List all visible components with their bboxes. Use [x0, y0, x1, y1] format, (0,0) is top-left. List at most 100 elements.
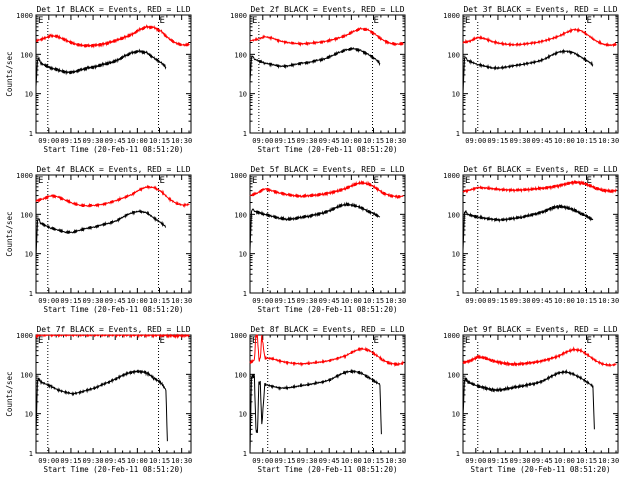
x-tick-label: 09:00: [252, 297, 273, 305]
panel-title: Det 8f BLACK = Events, RED = LLD: [250, 325, 404, 334]
interval-marker-label: E: [160, 16, 165, 26]
x-tick-label: 09:45: [105, 137, 126, 145]
interval-marker-label: E: [465, 176, 470, 186]
plot-frame: [35, 14, 192, 134]
x-tick-label: 10:30: [171, 457, 192, 465]
panel-det-5: Det 5f BLACK = Events, RED = LLD 1 10 100 10…: [230, 165, 406, 314]
x-axis-label: Start Time (20-Feb-11 08:51:20): [44, 465, 184, 474]
y-tick-label: 10: [452, 251, 460, 259]
events-rate-line: [35, 369, 168, 442]
y-tick-label: 100: [447, 51, 460, 59]
y-tick-label: 10: [239, 91, 247, 99]
x-tick-label: 09:45: [319, 297, 340, 305]
x-tick-label: 09:30: [297, 297, 318, 305]
y-tick-label: 1000: [230, 332, 247, 340]
events-rate-line: [249, 201, 381, 252]
x-tick-label: 10:00: [341, 457, 362, 465]
interval-marker-label: E: [252, 336, 257, 346]
y-tick-label: 1: [29, 130, 33, 138]
lld-rate-line: [462, 27, 617, 48]
lld-rate-line: [462, 346, 617, 368]
x-tick-label: 09:45: [319, 457, 340, 465]
y-tick-label: 1: [29, 290, 33, 298]
lld-rate-line: [249, 26, 404, 47]
panel-det-4: Det 4f BLACK = Events, RED = LLD 1 10 100 10…: [5, 165, 192, 314]
interval-marker-label: E: [160, 176, 165, 186]
x-tick-label: 09:30: [510, 457, 531, 465]
x-tick-label: 09:15: [487, 457, 508, 465]
interval-marker-label: E: [38, 176, 43, 186]
y-axis-label: Counts/sec: [5, 51, 14, 96]
x-axis-label: Start Time (20-Feb-11 08:51:20): [258, 145, 398, 154]
x-tick-label: 10:30: [598, 137, 619, 145]
x-tick-label: 09:00: [465, 137, 486, 145]
lld-rate-line: [249, 334, 404, 368]
x-tick-label: 09:00: [38, 297, 59, 305]
y-tick-label: 1000: [230, 12, 247, 20]
x-tick-label: 10:15: [576, 137, 597, 145]
panel-title: Det 6f BLACK = Events, RED = LLD: [463, 165, 617, 174]
x-tick-label: 10:00: [554, 297, 575, 305]
x-tick-label: 09:00: [38, 457, 59, 465]
plot-frame: [249, 14, 406, 134]
events-rate-line: [462, 48, 594, 95]
interval-marker-label: E: [38, 336, 43, 346]
x-tick-label: 10:15: [363, 137, 384, 145]
y-tick-label: 100: [20, 371, 33, 379]
x-tick-label: 09:30: [297, 457, 318, 465]
x-tick-label: 09:15: [60, 137, 81, 145]
x-tick-label: 09:30: [83, 297, 104, 305]
events-rate-line: [462, 203, 594, 251]
y-tick-label: 1: [243, 450, 247, 458]
x-tick-label: 09:30: [83, 457, 104, 465]
x-tick-label: 09:30: [510, 297, 531, 305]
y-tick-label: 10: [239, 411, 247, 419]
x-axis-label: Start Time (20-Feb-11 08:51:20): [471, 465, 611, 474]
events-rate-line: [249, 368, 382, 453]
y-tick-label: 1000: [443, 12, 460, 20]
x-axis-label: Start Time (20-Feb-11 08:51:20): [44, 145, 184, 154]
x-tick-label: 09:00: [465, 457, 486, 465]
x-tick-label: 10:00: [341, 137, 362, 145]
x-tick-label: 09:45: [532, 457, 553, 465]
events-rate-line: [35, 208, 167, 259]
x-tick-label: 10:15: [149, 297, 170, 305]
panel-title: Det 5f BLACK = Events, RED = LLD: [250, 165, 404, 174]
plot-frame: [462, 14, 619, 134]
x-tick-label: 10:00: [554, 137, 575, 145]
x-tick-label: 10:00: [554, 457, 575, 465]
x-axis-label: Start Time (20-Feb-11 08:51:20): [258, 305, 398, 314]
interval-marker-label: E: [38, 16, 43, 26]
x-tick-label: 09:15: [274, 457, 295, 465]
y-tick-label: 1000: [16, 12, 33, 20]
y-tick-label: 10: [239, 251, 247, 259]
x-tick-label: 09:00: [465, 297, 486, 305]
plot-frame: [462, 174, 619, 294]
x-tick-label: 09:15: [60, 457, 81, 465]
y-tick-label: 100: [234, 371, 247, 379]
interval-marker-label: E: [374, 176, 379, 186]
y-tick-label: 1: [243, 290, 247, 298]
x-tick-label: 09:45: [105, 297, 126, 305]
x-tick-label: 10:30: [171, 137, 192, 145]
interval-marker-label: E: [465, 16, 470, 26]
x-tick-label: 09:30: [510, 137, 531, 145]
plot-frame: [35, 174, 192, 294]
x-tick-label: 10:15: [576, 457, 597, 465]
y-tick-label: 1000: [16, 172, 33, 180]
lld-rate-line: [35, 333, 190, 340]
y-tick-label: 1: [456, 130, 460, 138]
x-axis-label: Start Time (20-Feb-11 08:51:20): [44, 305, 184, 314]
x-tick-label: 09:45: [532, 137, 553, 145]
panel-det-6: Det 6f BLACK = Events, RED = LLD 1 10 100 10…: [443, 165, 619, 305]
interval-marker-label: E: [465, 336, 470, 346]
y-tick-label: 10: [25, 91, 33, 99]
x-tick-label: 10:15: [149, 137, 170, 145]
plot-frame: [35, 334, 192, 454]
events-rate-line: [35, 48, 167, 87]
panel-det-1: Det 1f BLACK = Events, RED = LLD 1 10 100 10…: [5, 5, 192, 154]
y-tick-label: 1000: [16, 332, 33, 340]
panel-det-2: Det 2f BLACK = Events, RED = LLD 1 10 100 10…: [230, 5, 406, 154]
x-tick-label: 09:15: [487, 137, 508, 145]
